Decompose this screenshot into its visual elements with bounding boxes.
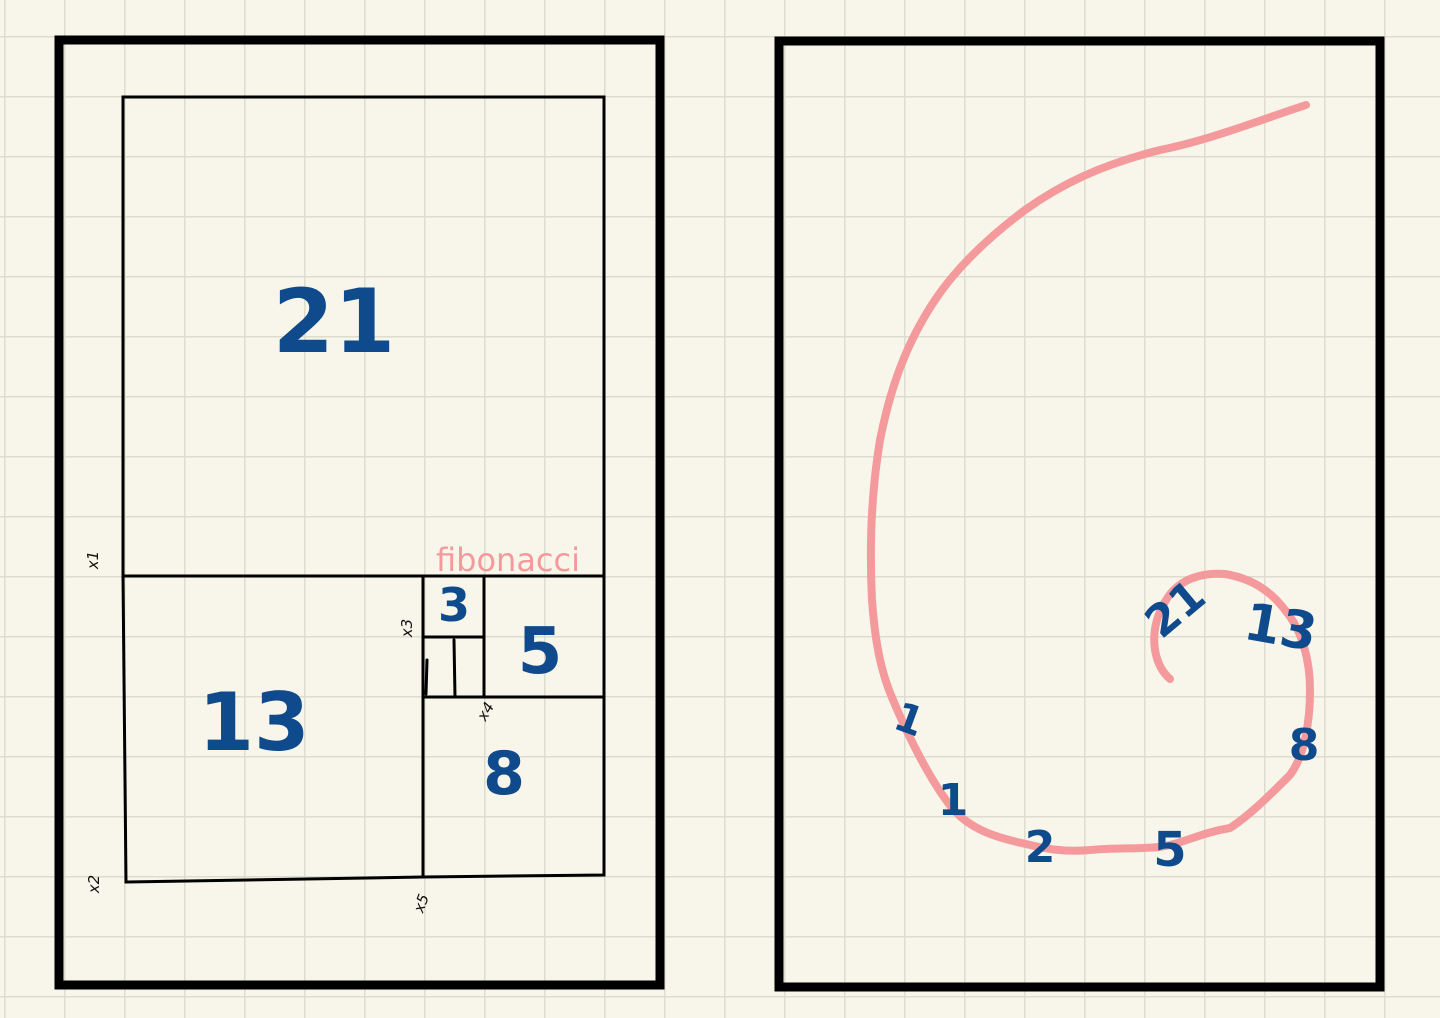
square-21-label: 21 [273, 270, 395, 373]
fibonacci-spiral [866, 101, 1314, 855]
right-panel: 1 1 2 5 8 13 21 [774, 36, 1385, 992]
point-label-x4: x4 [473, 699, 498, 725]
fibonacci-label: fibonacci [436, 541, 580, 579]
spiral-label-13: 13 [1240, 592, 1322, 664]
spiral-label-1b: 1 [938, 775, 969, 826]
square-13-label: 13 [198, 676, 309, 769]
spiral-label-2: 2 [1025, 822, 1056, 873]
spiral-label-8: 8 [1289, 720, 1320, 771]
right-frame [774, 36, 1385, 992]
tick-small [424, 658, 429, 696]
spiral-label-5: 5 [1153, 822, 1186, 878]
golden-rectangle-outline [121, 95, 606, 884]
square-3-label: 3 [438, 578, 470, 632]
point-label-x2: x2 [85, 875, 103, 894]
left-panel: 21 13 3 5 8 fibonacci x1 x2 x3 x4 x5 [54, 35, 665, 990]
point-label-x1: x1 [84, 551, 102, 570]
divider-1-1 [452, 638, 457, 699]
left-frame [54, 35, 665, 990]
spiral-label-21: 21 [1136, 570, 1216, 648]
point-label-x3: x3 [398, 619, 416, 638]
point-label-x5: x5 [409, 892, 433, 916]
square-8-label: 8 [483, 739, 525, 809]
square-5-label: 5 [518, 615, 563, 689]
